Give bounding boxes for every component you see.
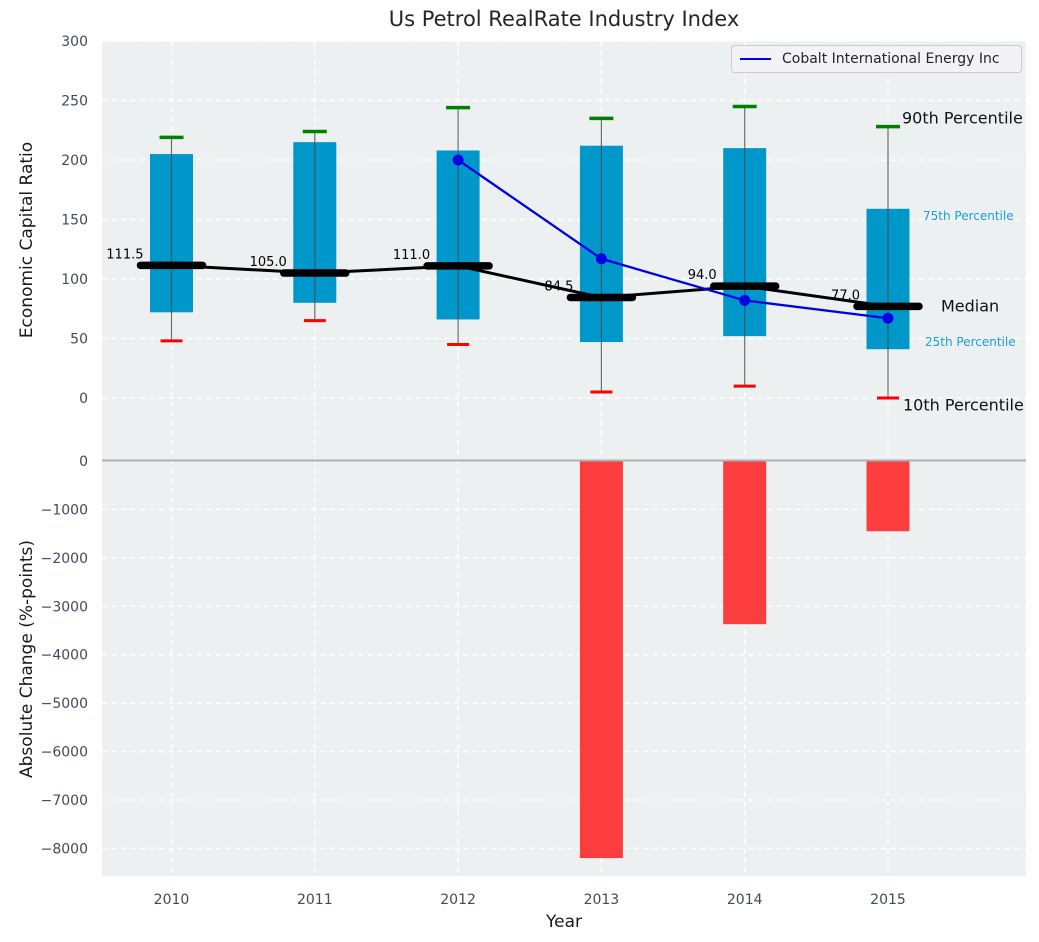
company-point-2015 [882,312,894,324]
y-axis-label-economic-capital-ratio: Economic Capital Ratio [17,141,37,339]
company-point-2013 [595,253,607,265]
annotation-median: Median [941,296,1000,316]
median-value-label: 111.0 [393,248,430,263]
annotation-10th-percentile: 10th Percentile [903,395,1024,415]
company-point-2012 [452,154,464,166]
ytick-label-top: 50 [70,332,88,348]
legend: Cobalt International Energy Inc [731,45,1022,73]
ytick-label-bottom: −3000 [41,599,88,615]
ytick-label-top: 250 [61,94,88,110]
chart-title: Us Petrol RealRate Industry Index [388,7,740,31]
xtick-label-year: 2011 [297,892,333,908]
annotation-90th-percentile: 90th Percentile [902,108,1023,128]
company-point-2014 [739,294,751,306]
xtick-label-year: 2014 [727,892,763,908]
ytick-label-bottom: −8000 [41,841,88,857]
ytick-label-top: 300 [61,34,88,50]
median-value-label: 77.0 [831,288,860,303]
xtick-label-year: 2013 [584,892,620,908]
ytick-label-bottom: −2000 [41,551,88,567]
xtick-label-year: 2015 [870,892,906,908]
legend-line-sample-icon [740,58,771,60]
ytick-label-bottom: −1000 [41,502,88,518]
xtick-label-year: 2010 [154,892,190,908]
median-value-label: 84.5 [544,279,573,294]
change-bar-2015 [866,460,910,532]
ytick-label-top: 150 [61,213,88,229]
ytick-label-top: 100 [61,272,88,288]
median-value-label: 105.0 [250,255,287,270]
change-bar-2014 [723,460,767,625]
y-axis-label-absolute-change: Absolute Change (%-points) [17,540,37,778]
ytick-label-bottom: −6000 [41,745,88,761]
change-bar-2013 [579,460,623,859]
plot-background [102,41,1026,876]
x-axis-label-year: Year [546,912,582,932]
legend-label: Cobalt International Energy Inc [782,51,1000,67]
ytick-label-bottom: −7000 [41,793,88,809]
company-line [457,159,889,320]
ytick-label-top: 0 [79,391,88,407]
median-value-label: 111.5 [106,247,143,262]
ytick-label-bottom: −5000 [41,696,88,712]
ytick-label-bottom: 0 [79,454,88,470]
annotation-25th-percentile: 25th Percentile [925,335,1016,349]
xtick-label-year: 2012 [440,892,476,908]
median-value-label: 94.0 [688,268,717,283]
ytick-label-top: 200 [61,153,88,169]
ytick-label-bottom: −4000 [41,648,88,664]
annotation-75th-percentile: 75th Percentile [923,209,1014,223]
